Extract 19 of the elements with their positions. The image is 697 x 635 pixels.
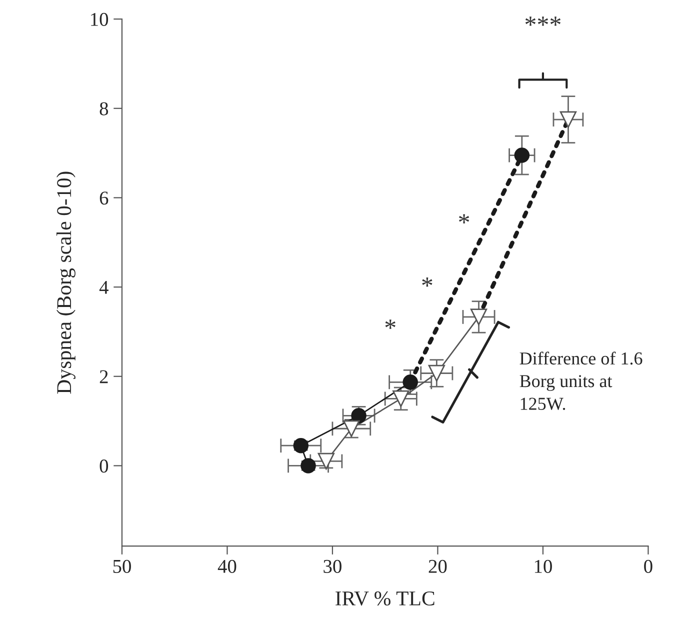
x-axis-title: IRV % TLC — [336, 591, 434, 606]
y-tick-label: 10 — [91, 12, 108, 26]
x-tick-label: 50 — [113, 560, 131, 573]
y-tick-label: 4 — [99, 280, 108, 294]
y-tick-label: 2 — [100, 370, 108, 384]
x-tick-label: 20 — [428, 560, 447, 573]
annotation: * — [422, 277, 432, 287]
x-tick-label: 10 — [534, 560, 552, 573]
x-tick-label: 40 — [218, 560, 236, 573]
y-tick-label: 6 — [100, 192, 108, 205]
annotation: * — [459, 214, 470, 224]
y-tick-label: 8 — [100, 102, 108, 116]
annotation: Difference of 1.6 Borg units at 125W. — [520, 352, 642, 410]
x-tick-label: 30 — [324, 560, 342, 573]
annotation: *** — [525, 16, 561, 26]
x-tick-label: 0 — [644, 560, 652, 573]
annotation: * — [385, 320, 396, 329]
y-tick-label: 0 — [100, 460, 108, 473]
y-axis-title: Dyspnea (Borg scale 0-10) — [56, 172, 76, 394]
